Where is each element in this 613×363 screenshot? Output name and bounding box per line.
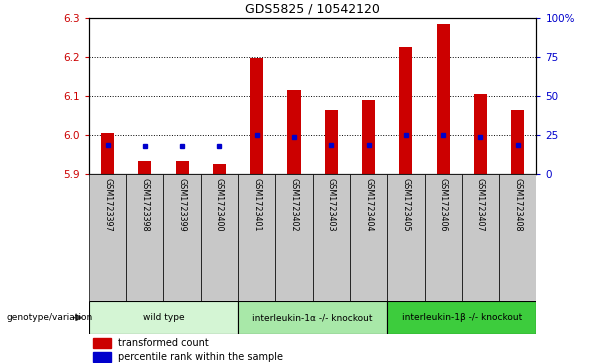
Text: GSM1723399: GSM1723399: [178, 178, 186, 232]
Bar: [101, 133, 114, 174]
Bar: [499, 174, 536, 301]
Text: genotype/variation: genotype/variation: [6, 313, 93, 322]
Text: GSM1723401: GSM1723401: [252, 178, 261, 232]
Text: GSM1723406: GSM1723406: [439, 178, 447, 232]
Bar: [175, 160, 189, 174]
Bar: [275, 174, 313, 301]
Text: GSM1723405: GSM1723405: [402, 178, 410, 232]
Bar: [287, 90, 300, 174]
Text: GSM1723400: GSM1723400: [215, 178, 224, 232]
Bar: [89, 301, 238, 334]
Bar: [126, 174, 164, 301]
Bar: [250, 58, 263, 174]
Bar: [238, 174, 275, 301]
Title: GDS5825 / 10542120: GDS5825 / 10542120: [245, 3, 380, 16]
Text: GSM1723404: GSM1723404: [364, 178, 373, 232]
Text: GSM1723397: GSM1723397: [103, 178, 112, 232]
Text: interleukin-1β -/- knockout: interleukin-1β -/- knockout: [402, 313, 522, 322]
Text: percentile rank within the sample: percentile rank within the sample: [118, 352, 283, 362]
Text: interleukin-1α -/- knockout: interleukin-1α -/- knockout: [253, 313, 373, 322]
Bar: [93, 338, 112, 348]
Bar: [201, 174, 238, 301]
Bar: [462, 174, 499, 301]
Bar: [511, 110, 524, 174]
Bar: [387, 174, 424, 301]
Bar: [424, 174, 462, 301]
Text: GSM1723402: GSM1723402: [289, 178, 299, 232]
Bar: [325, 110, 338, 174]
Text: GSM1723403: GSM1723403: [327, 178, 336, 232]
Bar: [93, 352, 112, 362]
Bar: [350, 174, 387, 301]
Bar: [313, 174, 350, 301]
Text: GSM1723398: GSM1723398: [140, 178, 150, 232]
Text: wild type: wild type: [143, 313, 185, 322]
Bar: [139, 160, 151, 174]
Text: GSM1723407: GSM1723407: [476, 178, 485, 232]
Bar: [213, 164, 226, 174]
Bar: [362, 100, 375, 174]
Text: transformed count: transformed count: [118, 338, 208, 348]
Bar: [474, 94, 487, 174]
Bar: [436, 24, 450, 174]
Bar: [164, 174, 200, 301]
Text: GSM1723408: GSM1723408: [513, 178, 522, 232]
Bar: [238, 301, 387, 334]
Bar: [399, 48, 413, 174]
Bar: [89, 174, 126, 301]
Bar: [387, 301, 536, 334]
